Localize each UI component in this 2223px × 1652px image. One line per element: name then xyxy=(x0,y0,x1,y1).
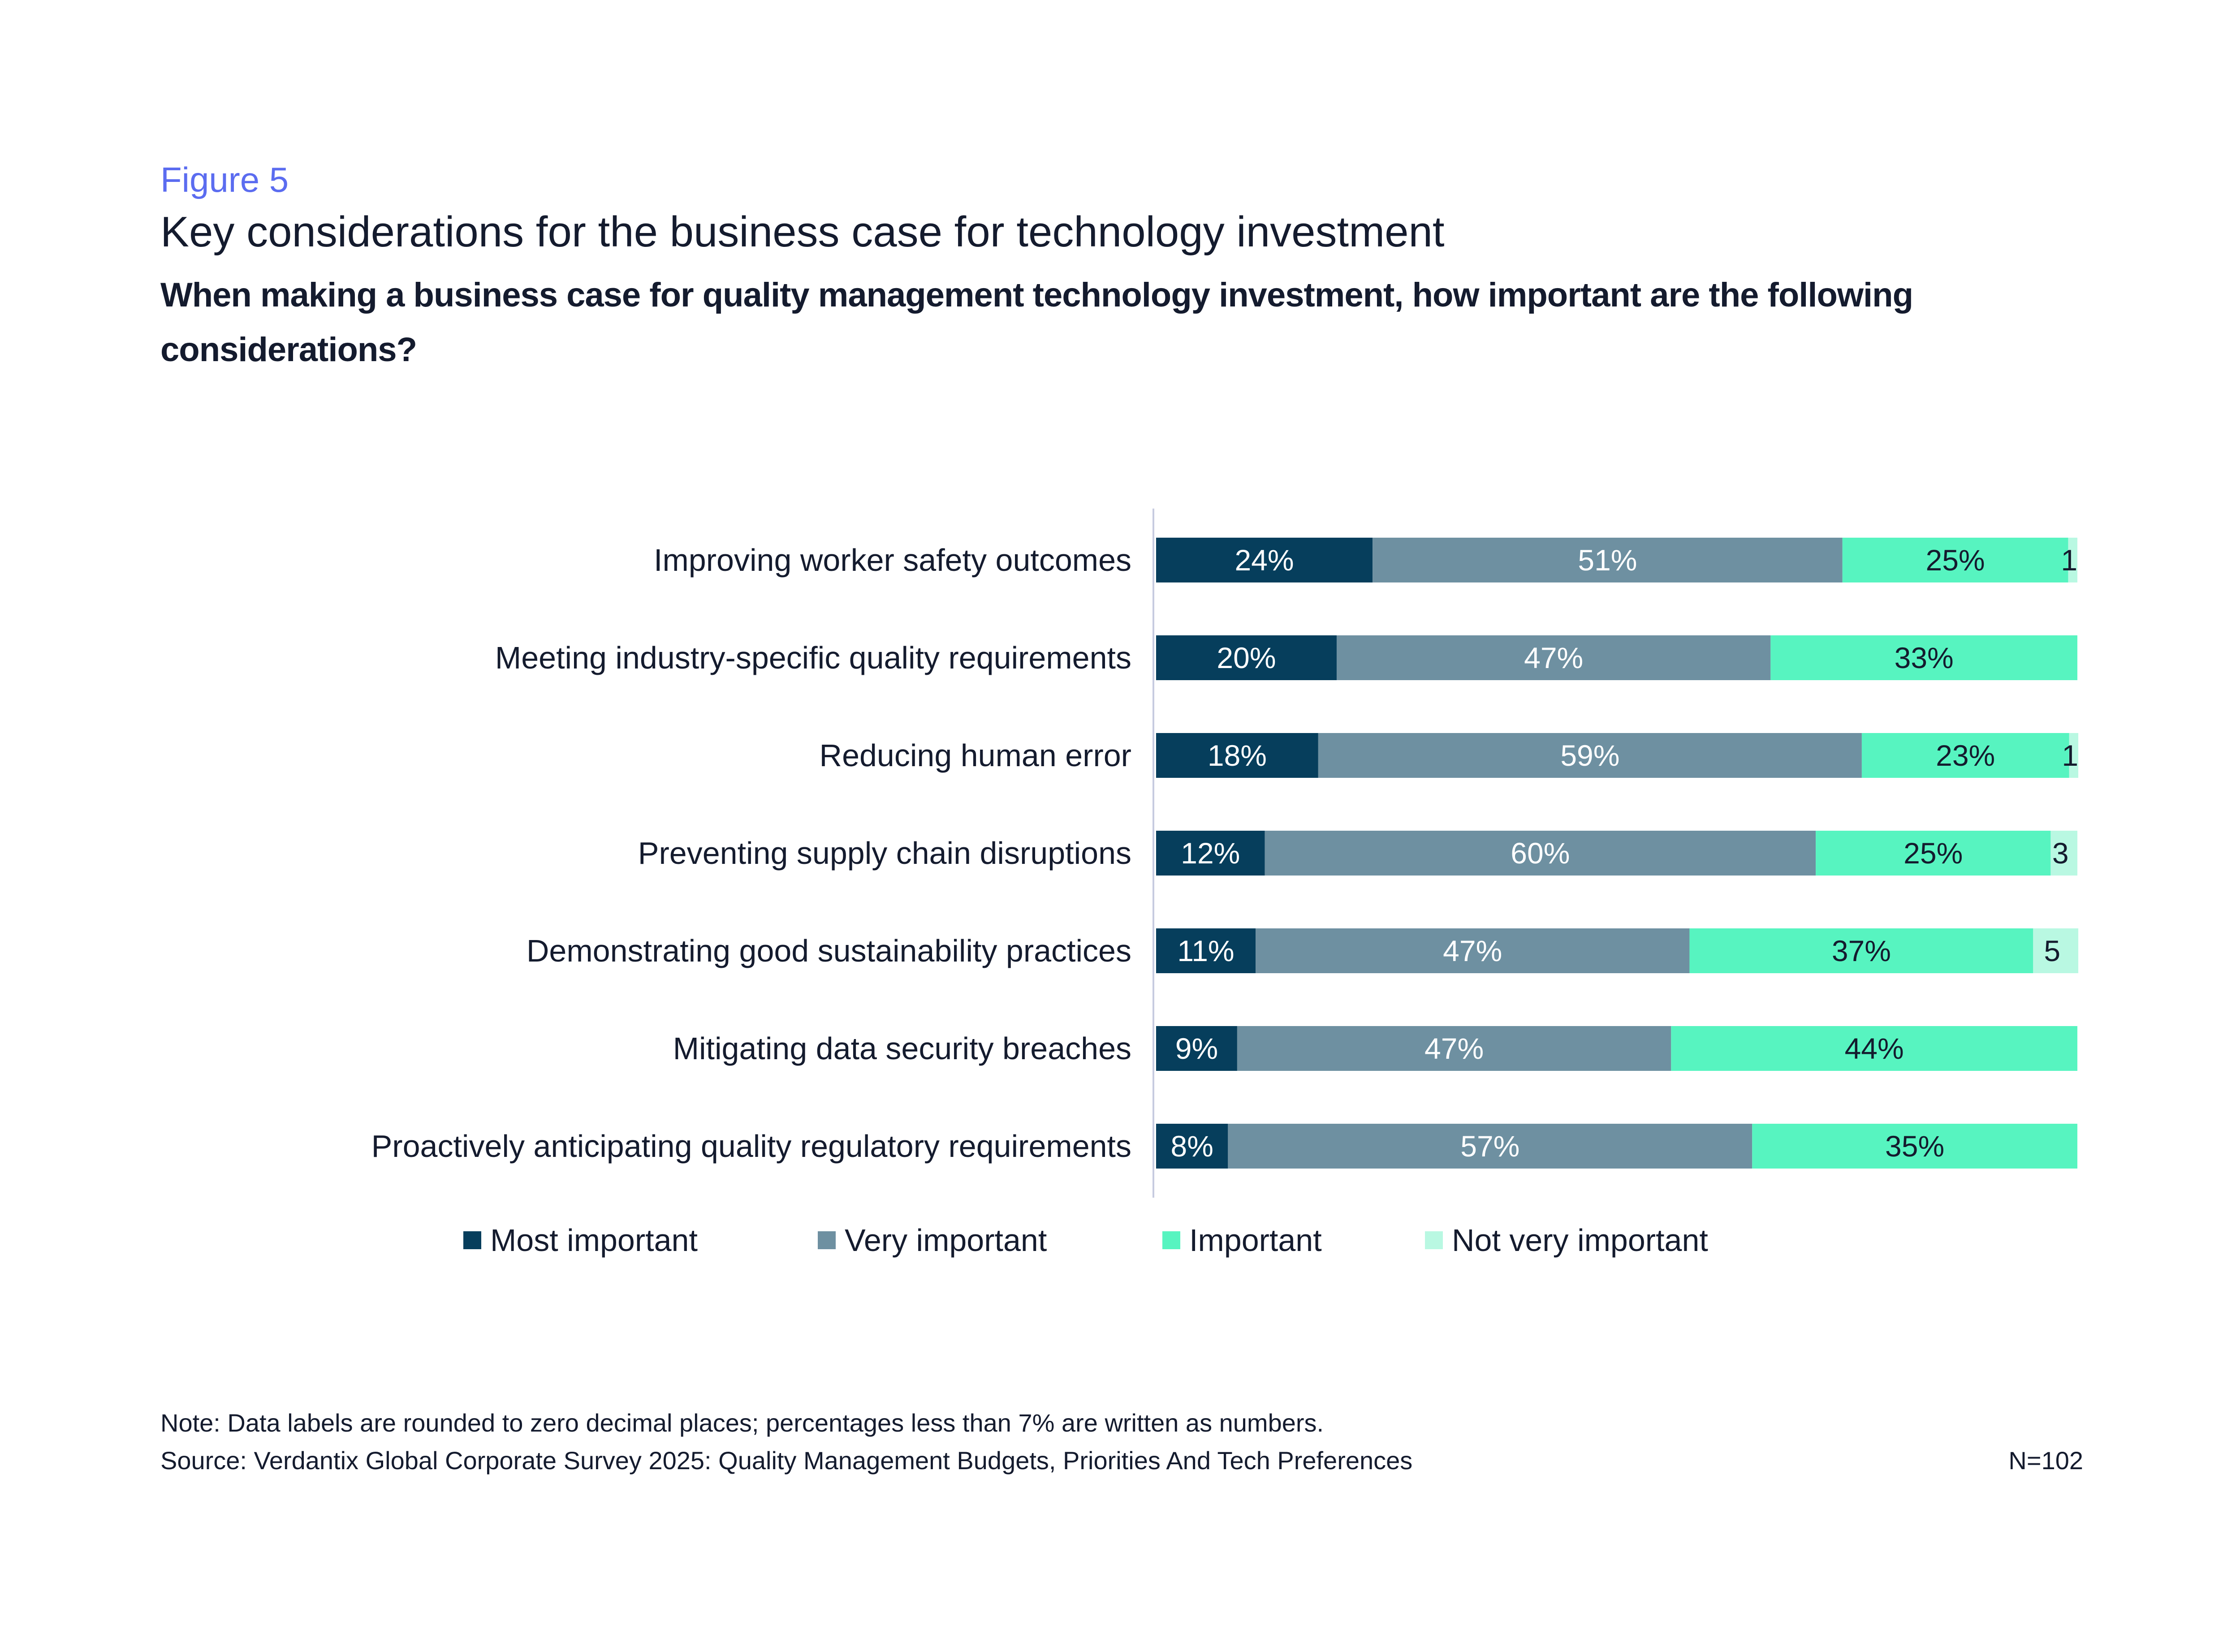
data-label: 5 xyxy=(2044,934,2060,967)
bar-segment xyxy=(1228,1124,1753,1169)
data-label: 1 xyxy=(2062,739,2078,772)
category-label: Improving worker safety outcomes xyxy=(654,543,1131,578)
data-label: 8% xyxy=(1170,1130,1213,1163)
legend-swatch xyxy=(463,1231,481,1249)
data-label: 20% xyxy=(1217,641,1276,674)
bar-segment xyxy=(1265,831,1816,876)
data-label: 60% xyxy=(1511,837,1570,870)
category-label: Meeting industry-specific quality requir… xyxy=(495,640,1131,675)
data-label: 25% xyxy=(1926,543,1985,577)
source-note: Source: Verdantix Global Corporate Surve… xyxy=(160,1446,1413,1475)
bar-segment xyxy=(2033,928,2079,973)
bar-segment xyxy=(1373,538,1843,582)
figure-label: Figure 5 xyxy=(160,160,289,199)
bar-segment xyxy=(1156,831,1265,876)
bar-segment xyxy=(1237,1026,1671,1071)
stacked-bar-chart: Improving worker safety outcomes 24% 51% 25… xyxy=(371,509,2079,1258)
category-label: Reducing human error xyxy=(820,738,1131,773)
legend-swatch xyxy=(818,1231,836,1249)
legend-label: Important xyxy=(1189,1223,1322,1258)
data-label: 47% xyxy=(1524,641,1583,674)
data-label: 37% xyxy=(1832,934,1891,967)
bar-segment xyxy=(1156,1026,1237,1071)
data-label: 33% xyxy=(1895,641,1954,674)
bar-segment xyxy=(1156,1124,1228,1169)
bar-segment xyxy=(1752,1124,2077,1169)
bar-segment xyxy=(1156,928,1256,973)
bar-segment xyxy=(1256,928,1690,973)
data-label: 35% xyxy=(1885,1130,1944,1163)
category-label: Demonstrating good sustainability practi… xyxy=(527,933,1131,968)
bar-segment xyxy=(2069,733,2079,778)
data-label: 51% xyxy=(1578,543,1637,577)
bar-segment xyxy=(1156,538,1373,582)
bar-segment xyxy=(1156,733,1318,778)
data-label: 1 xyxy=(2061,543,2077,577)
bar-segment xyxy=(2068,538,2077,582)
legend-label: Not very important xyxy=(1452,1223,1708,1258)
data-label: 12% xyxy=(1181,837,1240,870)
data-label: 18% xyxy=(1208,739,1267,772)
legend-swatch xyxy=(1425,1231,1443,1249)
data-label: 25% xyxy=(1904,837,1963,870)
legend-label: Most important xyxy=(490,1223,698,1258)
category-label: Preventing supply chain disruptions xyxy=(638,836,1131,871)
data-label: 57% xyxy=(1460,1130,1519,1163)
bar-segment xyxy=(1770,635,2077,680)
chart-title: Key considerations for the business case… xyxy=(160,208,1445,256)
data-label: 24% xyxy=(1235,543,1294,577)
sample-size: N=102 xyxy=(2008,1446,2083,1475)
bar-segment xyxy=(1689,928,2033,973)
bar-segment xyxy=(1842,538,2068,582)
footnote: Note: Data labels are rounded to zero de… xyxy=(160,1409,1324,1437)
data-label: 3 xyxy=(2052,837,2069,870)
bar-segment xyxy=(1336,635,1771,680)
legend-swatch xyxy=(1162,1231,1180,1249)
data-label: 11% xyxy=(1177,934,1234,967)
data-label: 59% xyxy=(1560,739,1619,772)
bar-segment xyxy=(2050,831,2077,876)
data-label: 47% xyxy=(1424,1032,1484,1065)
bar-segment xyxy=(1318,733,1862,778)
legend-label: Very important xyxy=(845,1223,1047,1258)
data-label: 9% xyxy=(1175,1032,1218,1065)
bar-segment xyxy=(1816,831,2051,876)
bar-segment xyxy=(1861,733,2069,778)
bar-segment xyxy=(1156,635,1337,680)
bar-segment xyxy=(1671,1026,2077,1071)
data-label: 47% xyxy=(1443,934,1502,967)
data-label: 44% xyxy=(1845,1032,1904,1065)
category-label: Mitigating data security breaches xyxy=(673,1031,1131,1066)
data-label: 23% xyxy=(1936,739,1995,772)
survey-question: When making a business case for quality … xyxy=(160,276,1913,369)
category-label: Proactively anticipating quality regulat… xyxy=(371,1129,1131,1164)
